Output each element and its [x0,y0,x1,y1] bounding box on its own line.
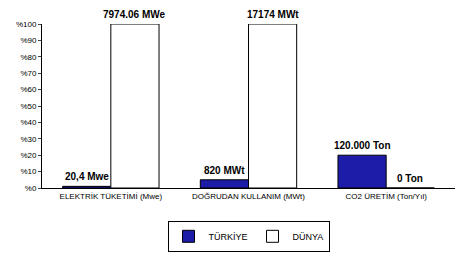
svg-text:820 MWt: 820 MWt [204,165,245,176]
svg-text:7974.06 MWe: 7974.06 MWe [103,9,166,20]
svg-text:%100: %100 [16,20,37,29]
svg-text:%50: %50 [20,102,37,111]
svg-text:%60: %60 [20,85,37,94]
svg-text:%20: %20 [20,151,37,160]
svg-text:DOĞRUDAN KULLANIM (MWt): DOĞRUDAN KULLANIM (MWt) [192,192,305,201]
svg-text:CO2 ÜRETİM (Ton/Yıl): CO2 ÜRETİM (Ton/Yıl) [345,192,427,201]
svg-text:%90: %90 [20,36,37,45]
svg-text:%0: %0 [25,184,37,193]
svg-text:17174 MWt: 17174 MWt [247,9,299,20]
svg-text:DÜNYA: DÜNYA [293,232,324,242]
svg-text:%70: %70 [20,69,37,78]
svg-text:%10: %10 [20,167,37,176]
svg-text:20,4 Mwe: 20,4 Mwe [65,171,109,182]
svg-text:TÜRKİYE: TÜRKİYE [209,232,248,242]
svg-text:120.000 Ton: 120.000 Ton [334,140,391,151]
svg-text:%30: %30 [20,135,37,144]
svg-text:ELEKTRİK TÜKETİMİ (Mwe): ELEKTRİK TÜKETİMİ (Mwe) [60,192,163,201]
svg-text:%80: %80 [20,53,37,62]
svg-text:%40: %40 [20,118,37,127]
svg-text:0 Ton: 0 Ton [397,173,423,184]
